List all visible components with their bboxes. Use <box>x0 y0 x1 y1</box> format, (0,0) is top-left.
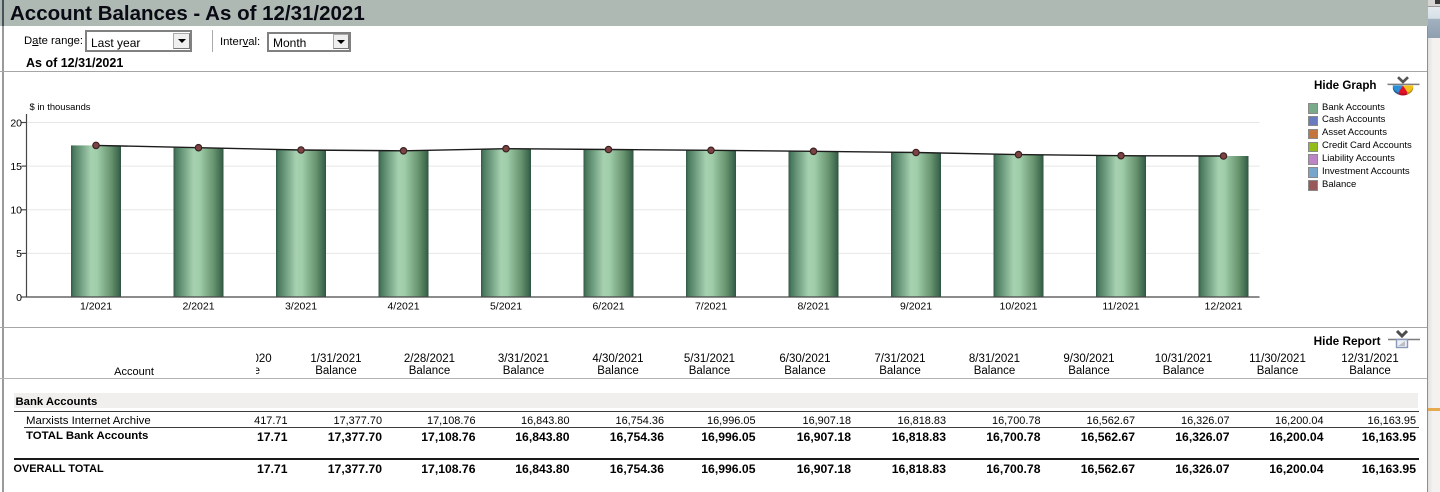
svg-text:7/2021: 7/2021 <box>695 301 727 313</box>
svg-text:5: 5 <box>16 248 22 260</box>
svg-text:10/2021: 10/2021 <box>1000 301 1038 313</box>
svg-text:8/2021: 8/2021 <box>797 301 829 313</box>
svg-text:11/2021: 11/2021 <box>1102 301 1139 313</box>
svg-text:12/2021: 12/2021 <box>1205 301 1243 313</box>
svg-text:20: 20 <box>10 117 22 129</box>
svg-text:9/2021: 9/2021 <box>900 301 932 313</box>
svg-text:0: 0 <box>16 292 22 304</box>
svg-text:5/2021: 5/2021 <box>490 301 522 313</box>
svg-text:4/2021: 4/2021 <box>387 301 419 313</box>
svg-text:10: 10 <box>10 205 22 217</box>
svg-text:2/2021: 2/2021 <box>182 301 214 313</box>
svg-text:$ in thousands: $ in thousands <box>30 101 91 112</box>
svg-text:3/2021: 3/2021 <box>285 301 317 313</box>
svg-text:1/2021: 1/2021 <box>80 301 112 313</box>
svg-text:15: 15 <box>10 161 22 173</box>
svg-text:6/2021: 6/2021 <box>592 301 624 313</box>
